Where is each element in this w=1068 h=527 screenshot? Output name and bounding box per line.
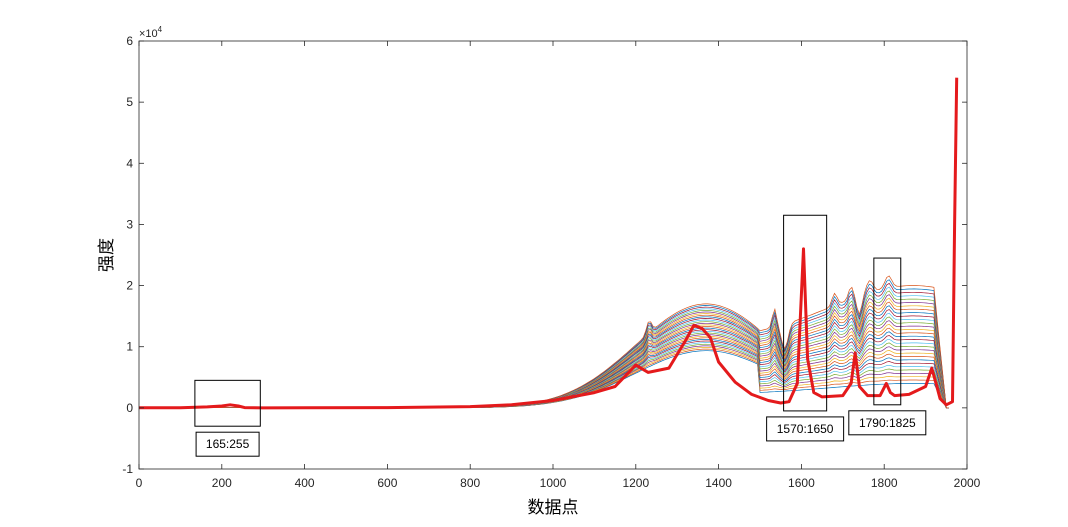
x-tick-label: 400 [295,476,315,490]
y-tick-label: 5 [126,95,133,109]
highlight-series-line [139,77,959,410]
x-tick-label: 2000 [954,476,981,490]
y-tick-label: 1 [126,340,133,354]
x-tick-label: 1000 [540,476,567,490]
x-axis-title: 数据点 [528,498,579,518]
y-tick-label: -1 [122,462,133,476]
y-tick-label: 6 [126,34,133,48]
annotation-label-box [195,431,260,457]
annotation-label-box [848,410,927,436]
x-tick-label: 1600 [788,476,815,490]
y-tick-label: 0 [126,401,133,415]
y-tick-label: 3 [126,217,133,231]
y-axis-title: 强度 [97,238,117,272]
y-axis: -1 0 1 2 3 4 5 6 [122,34,967,476]
annotation-label: 165:255 [206,437,250,451]
annotation-region-box [783,214,828,412]
x-tick-label: 600 [377,476,397,490]
annotation-label: 1570:1650 [777,422,834,436]
highlight-series-group [139,77,959,410]
annotation-label-box [766,416,845,442]
x-tick-label: 0 [136,476,143,490]
annotation-group: 165:255 1570:1650 1790:1825 [194,214,927,457]
plot-background [139,41,967,469]
x-axis: 0 200 400 600 800 1000 1200 1400 1600 1800 2000 [136,41,981,490]
annotation-region-box [873,257,902,406]
y-exponent-label: ×104 [139,25,163,40]
y-tick-label: 2 [126,279,133,293]
y-tick-label: 4 [126,156,133,170]
x-tick-label: 200 [212,476,232,490]
annotation-label: 1790:1825 [859,416,916,430]
x-tick-label: 1800 [871,476,898,490]
x-tick-label: 800 [460,476,480,490]
x-tick-label: 1200 [622,476,649,490]
x-tick-label: 1400 [705,476,732,490]
annotation-region-box [194,379,261,427]
